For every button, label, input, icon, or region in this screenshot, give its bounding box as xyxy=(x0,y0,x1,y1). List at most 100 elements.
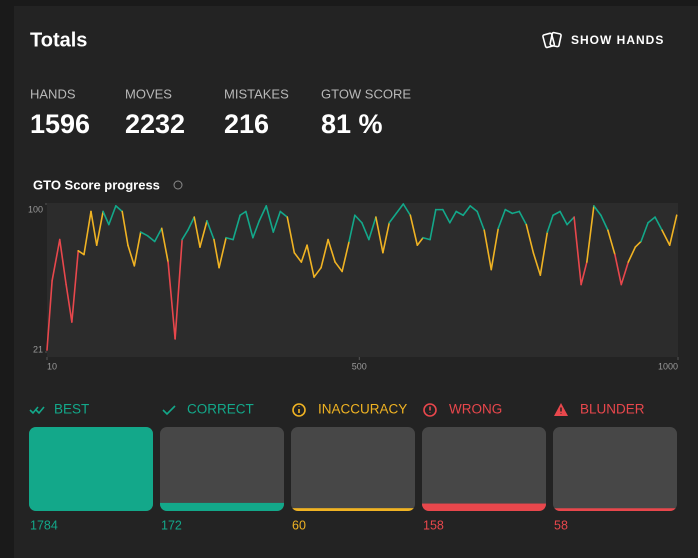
score-line-segment xyxy=(115,205,124,213)
stat-value: 216 xyxy=(224,109,269,139)
x-tick-label: 1000 xyxy=(658,361,678,371)
score-line-segment xyxy=(139,231,149,237)
stat-label: HANDS xyxy=(30,86,76,101)
score-line-segment xyxy=(90,210,98,247)
score-line-segment xyxy=(409,214,419,247)
category-label: CORRECT xyxy=(187,402,254,417)
score-line-segment xyxy=(647,216,656,224)
score-line-segment xyxy=(46,280,53,351)
score-line-segment xyxy=(108,205,117,226)
category-count: 158 xyxy=(423,518,444,532)
score-line-segment xyxy=(71,250,80,323)
stat-label: MOVES xyxy=(125,86,172,101)
y-tick-label: 100 xyxy=(28,204,43,214)
score-line-segment xyxy=(395,203,405,215)
score-line-segment xyxy=(462,205,472,217)
score-line-segment xyxy=(206,220,215,241)
show-hands-button[interactable]: SHOW HANDS xyxy=(542,31,665,49)
score-line-segment xyxy=(320,238,329,269)
score-line-segment xyxy=(593,205,602,217)
score-line-segment xyxy=(239,210,247,217)
score-line-segment xyxy=(258,205,268,222)
stat-value: 1596 xyxy=(30,109,90,139)
score-line-segment xyxy=(279,210,289,218)
score-line-segment xyxy=(640,221,649,243)
score-line-segment xyxy=(552,210,561,217)
categories: BEST 1784 CORRECT 172 INACCURACY 60 WRONG 158 BL… xyxy=(29,402,677,532)
score-line-segment xyxy=(607,229,616,256)
category-label: BEST xyxy=(54,402,89,417)
category-label: INACCURACY xyxy=(318,402,407,417)
score-line-segment xyxy=(51,238,61,282)
score-line-segment xyxy=(497,208,507,230)
score-line-segment xyxy=(153,227,163,243)
score-line-segment xyxy=(539,231,549,276)
score-line-segment xyxy=(368,216,377,241)
score-line-segment xyxy=(422,236,431,241)
category-label: BLUNDER xyxy=(580,402,645,417)
category-count: 58 xyxy=(554,518,568,532)
category-card xyxy=(291,427,415,511)
score-line-segment xyxy=(532,251,542,276)
score-line-segment xyxy=(65,283,73,323)
score-line-segment xyxy=(327,238,336,263)
plot: 21 100 10 500 1000 xyxy=(28,203,679,371)
score-line-segment xyxy=(455,210,465,217)
score-line-segment xyxy=(361,221,370,241)
category-count: 1784 xyxy=(30,518,58,532)
category-count: 60 xyxy=(292,518,306,532)
help-icon[interactable] xyxy=(173,180,183,190)
score-line-segment xyxy=(449,210,457,224)
score-line-segment xyxy=(566,216,575,226)
score-line-segment xyxy=(265,205,275,233)
score-line-segment xyxy=(354,214,363,224)
score-line-segment xyxy=(668,214,678,247)
score-line-segment xyxy=(341,240,350,273)
category-icon xyxy=(292,403,306,417)
x-tick-label: 500 xyxy=(352,361,367,371)
chart-title: GTO Score progress xyxy=(33,177,160,192)
score-line-segment xyxy=(586,205,595,263)
score-line-segment xyxy=(187,216,196,232)
score-line-segment xyxy=(375,216,384,254)
category-count: 172 xyxy=(161,518,182,532)
score-line-segment xyxy=(511,210,521,215)
score-line-segment xyxy=(620,261,630,286)
score-line-segment xyxy=(525,223,535,254)
category-icon xyxy=(29,406,45,415)
score-line-segment xyxy=(95,210,104,247)
score-line-segment xyxy=(661,229,671,247)
score-line-segment xyxy=(306,244,315,278)
score-line-segment xyxy=(654,216,663,232)
score-line-segment xyxy=(160,227,169,263)
score-line-segment xyxy=(127,244,136,267)
category-bar xyxy=(422,503,546,511)
score-line-segment xyxy=(634,240,642,248)
show-hands-label[interactable]: SHOW HANDS xyxy=(571,33,664,47)
score-line-segment xyxy=(518,210,528,226)
score-line-segment xyxy=(600,214,609,232)
category-card xyxy=(422,427,546,511)
card-title: Totals xyxy=(30,29,87,51)
score-line-segment xyxy=(388,212,398,224)
score-line-segment xyxy=(58,238,67,286)
score-line-segment xyxy=(469,205,479,213)
score-line-segment xyxy=(133,231,142,267)
category-icon xyxy=(423,403,437,417)
score-line-segment xyxy=(483,229,493,271)
score-line-segment xyxy=(546,214,554,233)
score-line-segment xyxy=(146,235,156,243)
category-card xyxy=(553,427,677,511)
score-line-segment xyxy=(429,208,437,241)
stats: HANDS 1596 MOVES 2232 MISTAKES 216 GTOW SCORE 8… xyxy=(30,86,411,139)
score-line-segment xyxy=(559,210,568,226)
score-line-segment xyxy=(580,261,588,286)
category-bar xyxy=(291,508,415,511)
score-line-segment xyxy=(382,221,391,254)
score-line-segment xyxy=(442,208,451,224)
category-icon xyxy=(162,405,176,416)
score-line-segment xyxy=(102,210,110,226)
score-line-segment xyxy=(167,261,176,340)
